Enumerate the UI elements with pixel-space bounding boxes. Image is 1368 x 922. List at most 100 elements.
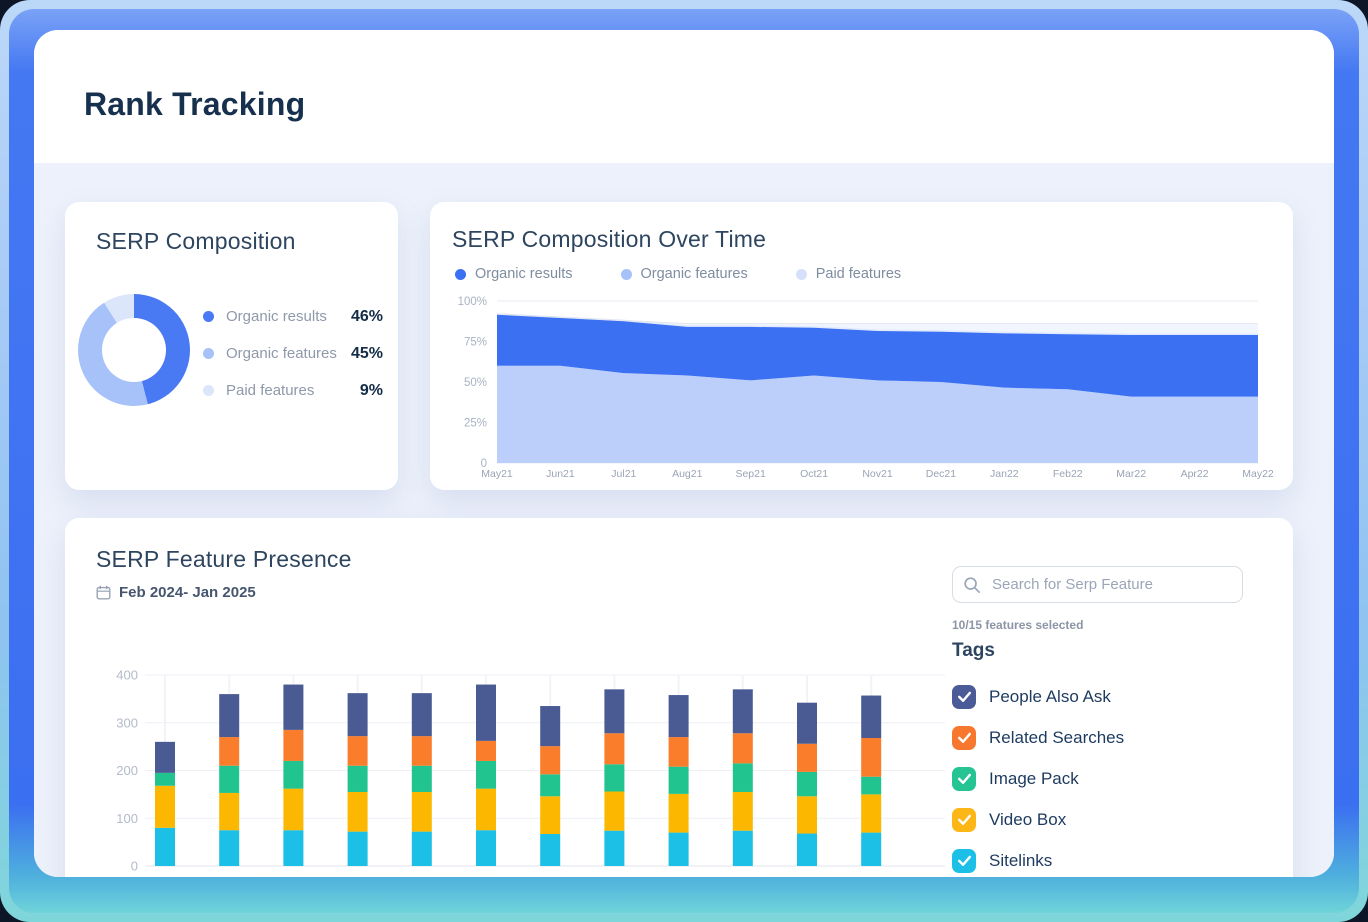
x-axis-label: May21	[481, 468, 513, 480]
bar-segment-related-searches	[732, 733, 753, 764]
tag-row-related-searches[interactable]: Related Searches	[952, 717, 1245, 758]
bar-segment-sitelinks	[411, 831, 432, 866]
checkbox-video-box[interactable]	[952, 807, 976, 832]
bar-segment-related-searches	[411, 736, 432, 766]
tag-row-people-also-ask[interactable]: People Also Ask	[952, 676, 1245, 717]
x-axis-label: Aug21	[672, 468, 703, 480]
serp-over-time-card: SERP Composition Over Time Organic resul…	[430, 202, 1293, 490]
legend-item-organic-features: Organic features 45%	[203, 335, 383, 372]
legend-value: 9%	[359, 381, 383, 399]
bar-segment-related-searches	[219, 737, 240, 766]
check-icon	[957, 855, 971, 866]
area-layer-organic-features	[497, 365, 1258, 463]
check-icon	[957, 691, 971, 702]
main-panel: Rank Tracking SERP Composition Organic r…	[34, 30, 1334, 877]
tag-row-sitelinks[interactable]: Sitelinks	[952, 840, 1245, 877]
bar-segment-image-pack	[283, 760, 304, 789]
serp-feature-presence-card: SERP Feature Presence Feb 2024- Jan 2025…	[65, 518, 1293, 877]
x-axis-label: Jul21	[611, 468, 636, 480]
tag-label: People Also Ask	[989, 686, 1111, 706]
checkbox-image-pack[interactable]	[952, 766, 976, 791]
bar-segment-people-also-ask	[861, 695, 882, 739]
tag-row-image-pack[interactable]: Image Pack	[952, 758, 1245, 799]
bar-segment-sitelinks	[283, 830, 304, 866]
bar-segment-sitelinks	[540, 834, 561, 866]
bar-segment-related-searches	[668, 737, 689, 767]
tag-row-video-box[interactable]: Video Box	[952, 799, 1245, 840]
tag-label: Related Searches	[989, 727, 1125, 747]
bar-segment-related-searches	[476, 740, 496, 761]
tags-list: People Also Ask Related Searches Image Pac…	[952, 676, 1245, 877]
bar-segment-people-also-ask	[219, 694, 240, 738]
search-box[interactable]	[952, 566, 1243, 603]
legend-item-organic-results: Organic results	[455, 266, 573, 282]
x-axis-label: Mar22	[1116, 468, 1146, 480]
bar-segment-people-also-ask	[283, 684, 304, 730]
y-axis-label: 200	[116, 763, 138, 778]
legend-label: Paid features	[226, 382, 315, 399]
bar-segment-video-box	[797, 796, 817, 834]
date-range-row[interactable]: Feb 2024- Jan 2025	[96, 584, 256, 601]
bar-segment-video-box	[283, 788, 304, 831]
legend-label: Organic features	[640, 266, 748, 282]
tag-label: Sitelinks	[989, 850, 1053, 870]
area-chart-legend: Organic results Organic features Paid fe…	[455, 266, 901, 282]
legend-dot-paid-features	[795, 268, 807, 280]
bar-segment-video-box	[732, 791, 753, 831]
legend-dot-organic-features	[203, 348, 214, 359]
calendar-icon	[96, 585, 111, 600]
legend-item-paid-features: Paid features	[795, 266, 902, 282]
legend-label: Organic features	[226, 345, 337, 362]
bar-segment-image-pack	[347, 765, 368, 792]
y-axis-label: 100	[116, 811, 138, 826]
bar-segment-related-searches	[861, 738, 882, 777]
check-icon	[957, 814, 971, 825]
bar-segment-video-box	[604, 791, 625, 831]
check-icon	[957, 732, 971, 743]
legend-value: 45%	[350, 344, 383, 362]
serp-feature-presence-title: SERP Feature Presence	[96, 546, 352, 572]
x-axis-label: May22	[1242, 468, 1274, 480]
bar-segment-video-box	[540, 796, 561, 835]
page-title: Rank Tracking	[84, 86, 306, 122]
y-axis-label: 100%	[458, 296, 487, 308]
bar-segment-people-also-ask	[540, 706, 561, 747]
donut-hole	[102, 318, 166, 382]
legend-value: 46%	[350, 307, 383, 325]
bar-segment-image-pack	[861, 776, 882, 795]
bar-segment-sitelinks	[604, 830, 625, 866]
bar-segment-image-pack	[604, 764, 625, 792]
bar-segment-related-searches	[604, 733, 625, 765]
search-input[interactable]	[990, 575, 1232, 594]
legend-dot-organic-results	[203, 311, 214, 322]
x-axis-label: Oct21	[800, 468, 828, 480]
bar-segment-video-box	[476, 788, 496, 831]
x-axis-label: Apr22	[1181, 468, 1209, 480]
bar-segment-image-pack	[219, 765, 240, 793]
bar-segment-video-box	[347, 791, 368, 832]
legend-dot-organic-results	[455, 268, 466, 280]
legend-item-organic-results: Organic results 46%	[203, 298, 383, 335]
checkbox-related-searches[interactable]	[952, 725, 976, 750]
bar-segment-video-box	[861, 794, 882, 833]
bar-segment-video-box	[155, 785, 175, 828]
y-axis-label: 0	[481, 458, 487, 470]
legend-label: Paid features	[815, 266, 902, 282]
donut-legend: Organic results 46% Organic features 45%…	[203, 298, 383, 409]
bar-segment-sitelinks	[861, 832, 882, 866]
y-axis-label: 25%	[464, 418, 487, 430]
x-axis-label: Jun21	[546, 468, 575, 480]
bar-segment-related-searches	[797, 743, 817, 772]
checkbox-sitelinks[interactable]	[952, 848, 976, 873]
bar-segment-related-searches	[283, 729, 304, 761]
legend-label: Organic results	[475, 266, 573, 282]
bar-segment-people-also-ask	[732, 689, 753, 734]
legend-dot-paid-features	[203, 385, 214, 396]
bar-segment-image-pack	[540, 774, 561, 797]
tags-title: Tags	[952, 640, 995, 661]
legend-label: Organic results	[226, 308, 327, 325]
checkbox-people-also-ask[interactable]	[952, 684, 976, 709]
page-header: Rank Tracking	[34, 30, 1334, 163]
y-axis-label: 300	[116, 715, 138, 730]
